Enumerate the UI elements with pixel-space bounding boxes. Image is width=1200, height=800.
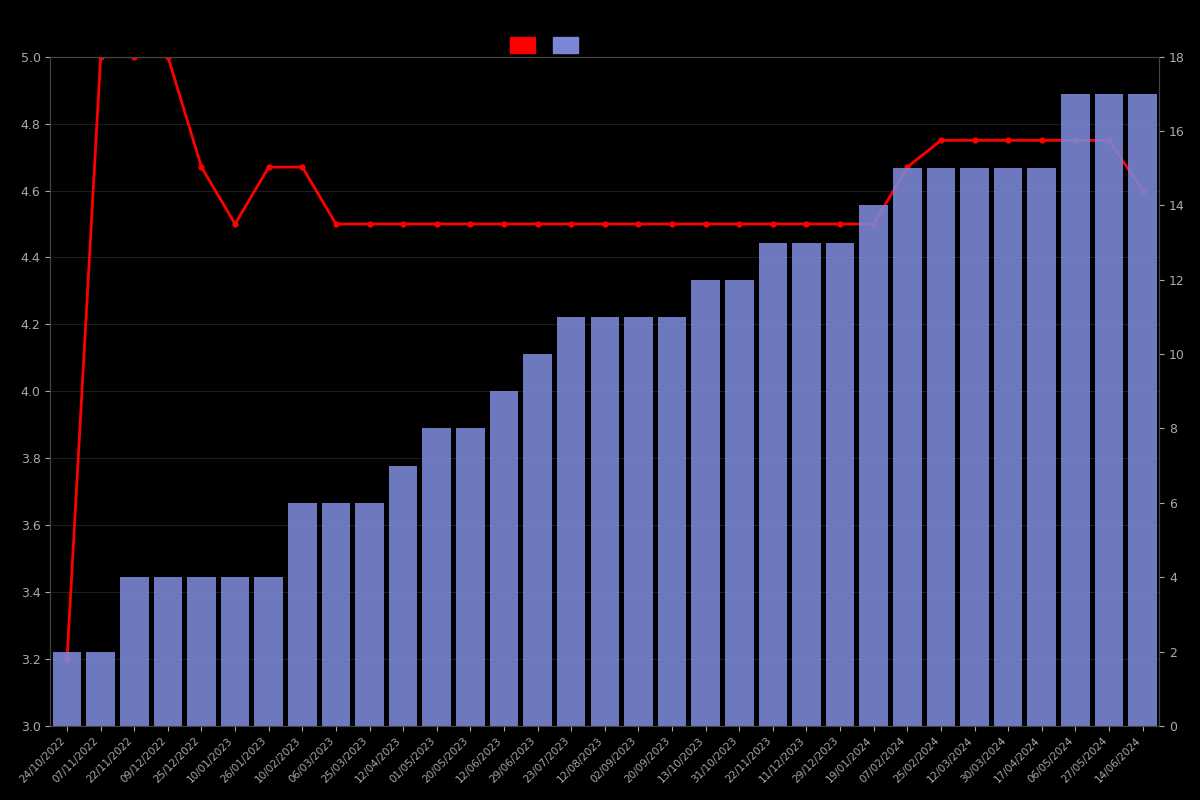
Bar: [590, 317, 619, 726]
Bar: [658, 317, 686, 726]
Bar: [456, 429, 485, 726]
Bar: [355, 503, 384, 726]
Bar: [1094, 94, 1123, 726]
Bar: [187, 577, 216, 726]
Bar: [1128, 94, 1157, 726]
Bar: [1061, 94, 1090, 726]
Bar: [691, 280, 720, 726]
Bar: [422, 429, 451, 726]
Bar: [389, 466, 418, 726]
Bar: [1027, 168, 1056, 726]
Bar: [557, 317, 586, 726]
Bar: [53, 651, 82, 726]
Bar: [490, 391, 518, 726]
Bar: [523, 354, 552, 726]
Bar: [859, 206, 888, 726]
Legend: , : ,: [510, 37, 589, 53]
Bar: [926, 168, 955, 726]
Bar: [120, 577, 149, 726]
Bar: [154, 577, 182, 726]
Bar: [960, 168, 989, 726]
Bar: [893, 168, 922, 726]
Bar: [288, 503, 317, 726]
Bar: [826, 242, 854, 726]
Bar: [86, 651, 115, 726]
Bar: [624, 317, 653, 726]
Bar: [725, 280, 754, 726]
Bar: [994, 168, 1022, 726]
Bar: [792, 242, 821, 726]
Bar: [221, 577, 250, 726]
Bar: [758, 242, 787, 726]
Bar: [322, 503, 350, 726]
Bar: [254, 577, 283, 726]
